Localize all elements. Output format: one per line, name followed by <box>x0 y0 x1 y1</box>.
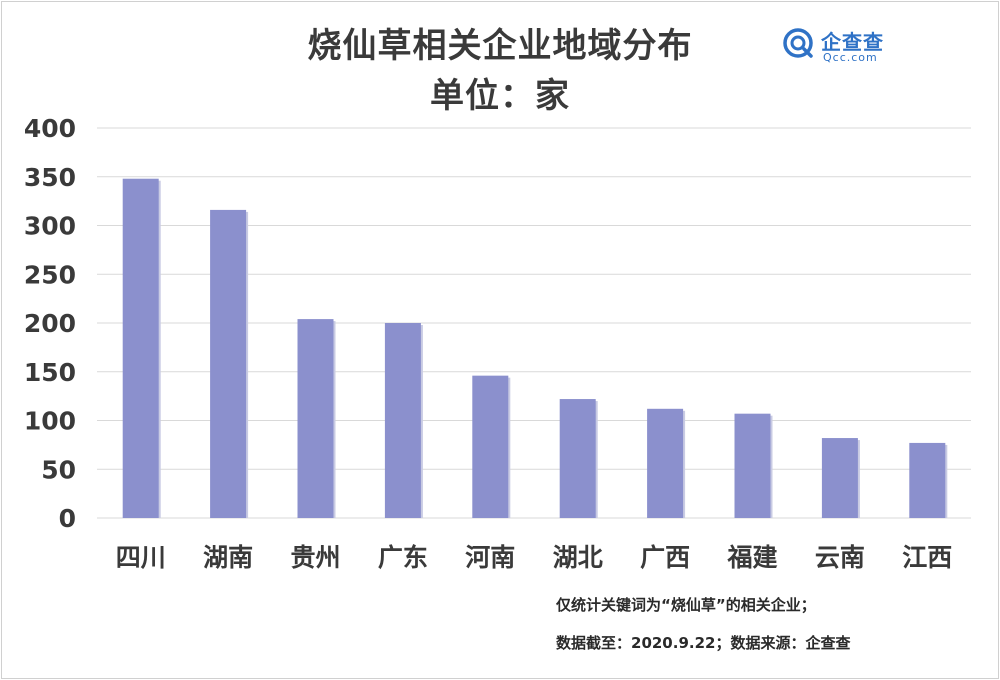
qcc-logo: 企查查 Qcc.com <box>783 22 893 66</box>
x-category-label: 四川 <box>116 543 166 572</box>
footnote-scope: 仅统计关键词为“烧仙草”的相关企业； <box>556 596 816 614</box>
footnote-source: 数据截至：2020.9.22；数据来源：企查查 <box>556 634 851 652</box>
bar-福建 <box>734 413 771 518</box>
chart-title: 烧仙草相关企业地域分布 <box>307 26 693 66</box>
y-tick-label: 0 <box>59 504 76 533</box>
y-tick-label: 400 <box>24 114 76 143</box>
y-tick-label: 150 <box>24 358 76 387</box>
x-category-label: 广东 <box>378 543 428 572</box>
y-tick-label: 100 <box>24 407 76 436</box>
x-category-label: 云南 <box>815 543 865 572</box>
bar-四川 <box>122 178 159 518</box>
x-category-label: 河南 <box>465 543 515 572</box>
bar-广东 <box>384 323 421 518</box>
x-category-label: 江西 <box>902 543 952 572</box>
y-tick-label: 350 <box>24 163 76 192</box>
logo-text-cn: 企查查 <box>821 30 884 54</box>
y-tick-label: 50 <box>41 455 76 484</box>
bar-云南 <box>821 438 858 518</box>
logo-text-en: Qcc.com <box>823 51 878 64</box>
bar-贵州 <box>297 319 334 518</box>
x-category-label: 福建 <box>726 543 777 572</box>
bar-江西 <box>909 442 946 518</box>
bars <box>122 178 948 518</box>
y-tick-label: 250 <box>24 260 76 289</box>
chart-subtitle: 单位：家 <box>430 76 570 116</box>
x-axis-labels: 四川 湖南 贵州 广东 河南 湖北 广西 福建 云南 江西 <box>116 543 953 572</box>
bar-河南 <box>472 375 509 518</box>
y-axis-ticks: 0 50 100 150 200 250 300 350 400 <box>24 114 76 533</box>
qcc-logo-icon <box>783 28 813 58</box>
x-category-label: 贵州 <box>290 543 340 572</box>
x-category-label: 湖北 <box>553 543 603 572</box>
bar-广西 <box>647 408 684 518</box>
x-category-label: 广西 <box>640 543 690 572</box>
y-tick-label: 200 <box>24 309 76 338</box>
bar-湖北 <box>559 399 596 518</box>
y-tick-label: 300 <box>24 212 76 241</box>
bar-湖南 <box>210 209 247 518</box>
x-category-label: 湖南 <box>203 543 253 572</box>
